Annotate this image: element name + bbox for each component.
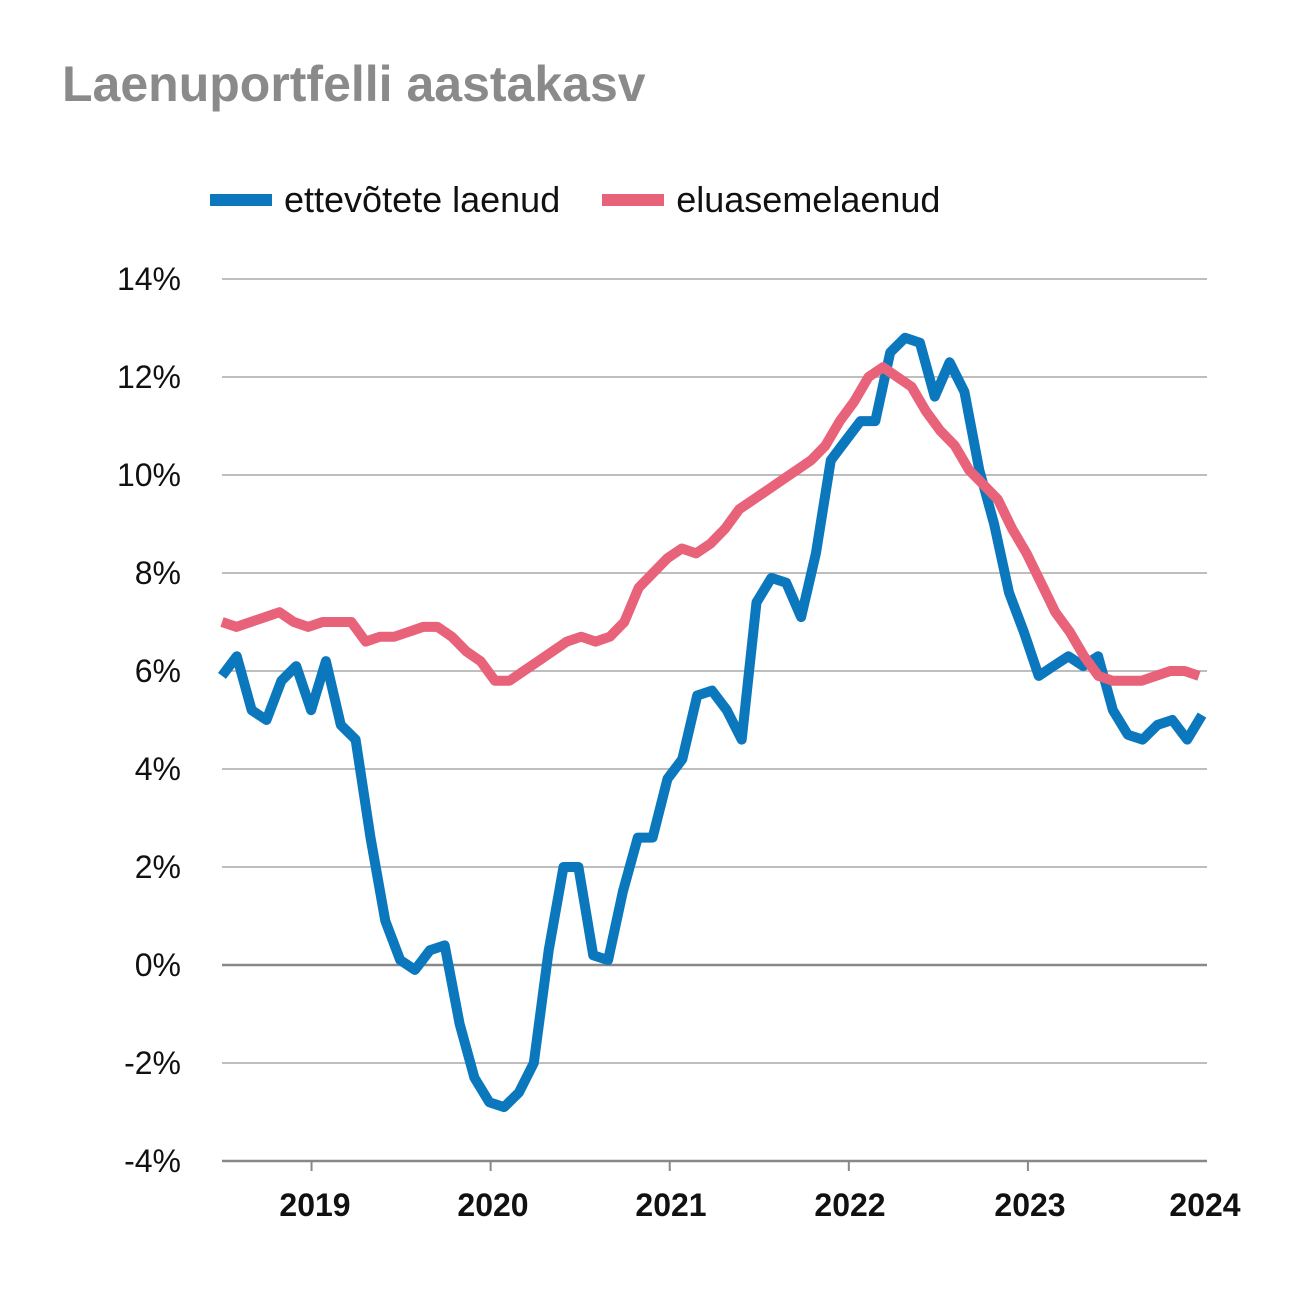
legend: ettevõtete laenud eluasemelaenud xyxy=(210,178,982,222)
gridlines xyxy=(222,278,1207,1163)
x-tick-label: 2024 xyxy=(1169,1187,1240,1223)
legend-item-eluasemelaenud: eluasemelaenud xyxy=(602,179,940,221)
y-tick-label: -2% xyxy=(124,1045,181,1081)
y-tick-label: 14% xyxy=(117,261,181,297)
x-tick-label: 2020 xyxy=(457,1187,528,1223)
legend-swatch-eluasemelaenud xyxy=(602,194,665,206)
x-tick-label: 2021 xyxy=(635,1187,706,1223)
y-tick-label: 2% xyxy=(135,849,181,885)
y-tick-label: 8% xyxy=(135,555,181,591)
y-tick-label: 6% xyxy=(135,653,181,689)
series-lines xyxy=(218,332,1207,1113)
y-tick-label: 10% xyxy=(117,457,181,493)
y-tick-label: -4% xyxy=(124,1143,181,1179)
series-line-ettevotete-laenud xyxy=(218,332,1207,1113)
y-axis-ticks: 14% 12% 10% 8% 6% 4% 2% 0% -2% -4% xyxy=(117,261,181,1179)
y-tick-label: 4% xyxy=(135,751,181,787)
x-tick-label: 2022 xyxy=(814,1187,885,1223)
chart-title: Laenuportfelli aastakasv xyxy=(62,56,646,112)
legend-label-eluasemelaenud: eluasemelaenud xyxy=(676,179,941,220)
legend-item-ettevotete-laenud: ettevõtete laenud xyxy=(210,179,560,221)
x-axis: 2019 2020 2021 2022 2023 2024 xyxy=(279,1161,1241,1223)
legend-label-ettevotete-laenud: ettevõtete laenud xyxy=(284,179,561,220)
x-tick-label: 2023 xyxy=(994,1187,1065,1223)
y-tick-label: 0% xyxy=(135,947,181,983)
series-line-eluasemelaenud xyxy=(220,362,1201,686)
x-tick-label: 2019 xyxy=(279,1187,350,1223)
y-tick-label: 12% xyxy=(117,359,181,395)
legend-swatch-ettevotete-laenud xyxy=(210,194,272,206)
